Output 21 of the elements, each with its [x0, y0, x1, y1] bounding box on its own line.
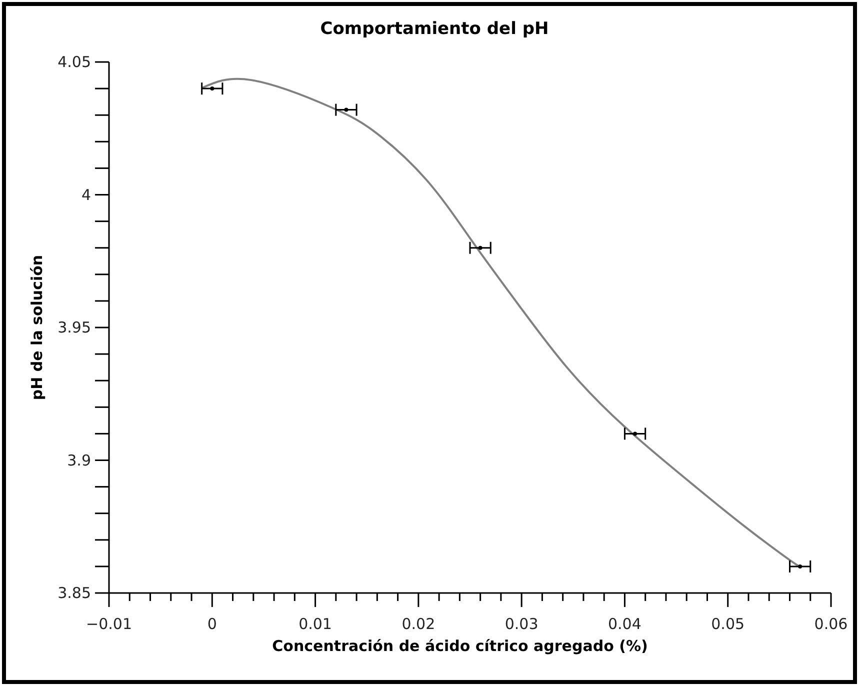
x-axis-title: Concentración de ácido cítrico agregado (%) [272, 637, 648, 655]
point [798, 564, 802, 568]
y-tick-label: 3.9 [67, 451, 91, 470]
x-tick-label: 0 [207, 615, 217, 633]
x-tick-label: 0.02 [402, 615, 436, 633]
x-tick-label: 0.04 [608, 615, 642, 633]
y-tick-label: 4.05 [58, 53, 91, 71]
x-tick-label: −0.01 [86, 615, 132, 633]
y-tick-label: 3.85 [58, 584, 91, 602]
point [633, 432, 638, 436]
y-tick-label: 4 [81, 186, 91, 204]
x-tick-label: 0.05 [711, 615, 745, 633]
y-tick-label: 3.95 [58, 318, 91, 336]
x-tick-label: 0.03 [504, 615, 538, 633]
point [344, 108, 348, 112]
x-tick-label: 0.06 [814, 615, 848, 633]
chart-title: Comportamiento del pH [320, 19, 549, 39]
y-axis-title: pH de la solución [28, 254, 46, 400]
x-tick-label: 0.01 [298, 615, 332, 633]
point [478, 246, 482, 250]
point [210, 86, 214, 91]
